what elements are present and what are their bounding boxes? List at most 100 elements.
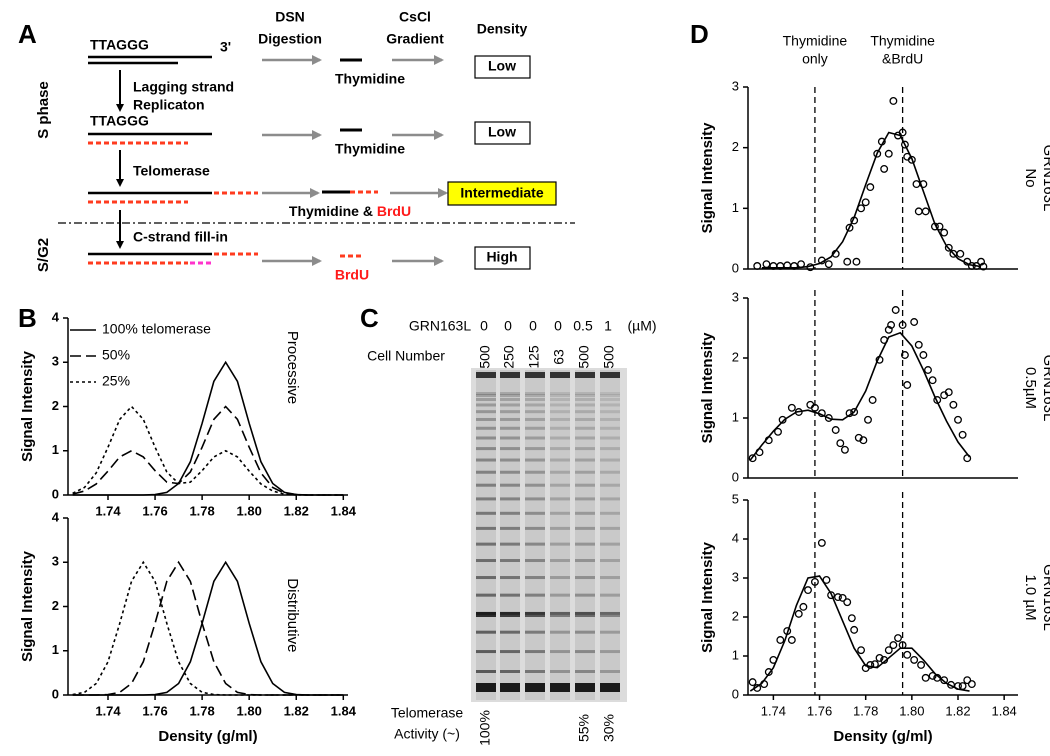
band <box>600 397 620 401</box>
band <box>476 612 496 617</box>
y-axis-label: Signal Intensity <box>699 541 716 653</box>
band <box>575 470 595 474</box>
density-box <box>474 246 531 270</box>
phase-label: S phase <box>35 81 52 139</box>
band <box>575 670 595 673</box>
band <box>550 526 570 530</box>
band <box>575 397 595 401</box>
band <box>525 403 545 407</box>
panel-letter: A <box>18 19 37 49</box>
curve <box>72 405 344 496</box>
band <box>575 447 595 451</box>
band <box>550 447 570 451</box>
x-tick-label: 1.76 <box>807 703 832 718</box>
band <box>476 436 496 440</box>
band <box>575 593 595 597</box>
data-point <box>824 414 833 422</box>
curve <box>72 560 344 696</box>
band <box>550 426 570 430</box>
band <box>500 436 520 440</box>
data-point <box>822 576 831 584</box>
data-point <box>748 454 757 463</box>
band <box>575 630 595 634</box>
x-tick-label: 1.80 <box>237 503 262 518</box>
y-tick-label: 0 <box>732 260 739 275</box>
band <box>575 436 595 440</box>
band <box>600 559 620 563</box>
x-tick-label: 1.78 <box>853 703 878 718</box>
data-point <box>854 433 863 442</box>
x-tick-label: 1.78 <box>189 703 214 718</box>
density-label: Low <box>488 58 516 74</box>
data-point <box>914 340 923 349</box>
reference-label: &BrdU <box>882 51 923 67</box>
band <box>600 612 620 617</box>
band <box>476 559 496 563</box>
band <box>600 470 620 474</box>
band <box>500 526 520 530</box>
band <box>525 593 545 597</box>
band <box>476 417 496 421</box>
data-point <box>958 430 967 439</box>
band <box>575 458 595 462</box>
band <box>500 393 520 397</box>
band <box>550 470 570 474</box>
band <box>600 497 620 501</box>
band <box>525 447 545 451</box>
data-point <box>958 682 967 690</box>
lane <box>525 370 545 700</box>
band <box>525 511 545 515</box>
y-tick-label: 1 <box>732 200 739 215</box>
activity-value: 30% <box>601 714 617 742</box>
data-point <box>928 671 937 680</box>
band <box>600 483 620 487</box>
band <box>476 650 496 654</box>
band <box>575 526 595 530</box>
band <box>476 470 496 474</box>
data-point <box>921 673 930 682</box>
step-label: Lagging strand <box>133 79 234 95</box>
band <box>600 393 620 397</box>
reference-label: Thymidine <box>783 33 848 49</box>
well-band <box>575 372 595 378</box>
x-tick-label: 1.80 <box>237 703 262 718</box>
band <box>476 511 496 515</box>
data-point <box>847 614 856 623</box>
band <box>575 417 595 421</box>
y-tick-label: 4 <box>732 530 739 545</box>
y-tick-label: 1 <box>732 647 739 662</box>
density-label: Intermediate <box>460 185 543 201</box>
header: DSN <box>275 9 305 25</box>
band <box>525 426 545 430</box>
header: CsCl <box>399 9 431 25</box>
strand-end: 3' <box>220 39 231 55</box>
y-tick-label: 0 <box>732 469 739 484</box>
product-label: Thymidine <box>335 141 405 157</box>
band <box>476 542 496 546</box>
band <box>525 393 545 397</box>
band <box>525 410 545 414</box>
product-part: Thymidine & <box>289 203 377 219</box>
band <box>500 410 520 414</box>
primer-band <box>550 683 570 692</box>
y-tick-label: 2 <box>732 349 739 364</box>
band <box>525 559 545 563</box>
y-axis-label: Signal Intensity <box>699 122 716 234</box>
data-point <box>824 260 833 269</box>
x-tick-label: 1.84 <box>331 703 357 718</box>
band <box>525 417 545 421</box>
y-tick-label: 1 <box>52 642 59 657</box>
band <box>600 426 620 430</box>
data-point <box>884 149 893 158</box>
band <box>476 630 496 634</box>
well-band <box>550 372 570 378</box>
y-tick-label: 3 <box>732 569 739 584</box>
band <box>600 392 620 395</box>
data-point <box>977 257 986 266</box>
band <box>525 650 545 654</box>
x-tick-label: 1.78 <box>189 503 214 518</box>
well-band <box>525 372 545 378</box>
x-tick-label: 1.74 <box>95 703 121 718</box>
side-label: GRN163L <box>1040 564 1050 631</box>
